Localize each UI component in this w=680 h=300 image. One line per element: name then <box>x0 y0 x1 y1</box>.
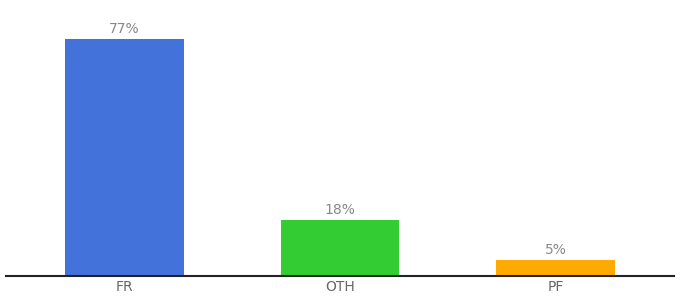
Text: 18%: 18% <box>324 203 356 217</box>
Text: 5%: 5% <box>545 243 566 256</box>
Bar <box>65 39 184 276</box>
Text: 77%: 77% <box>109 22 139 36</box>
Bar <box>281 220 399 276</box>
Bar <box>496 260 615 276</box>
